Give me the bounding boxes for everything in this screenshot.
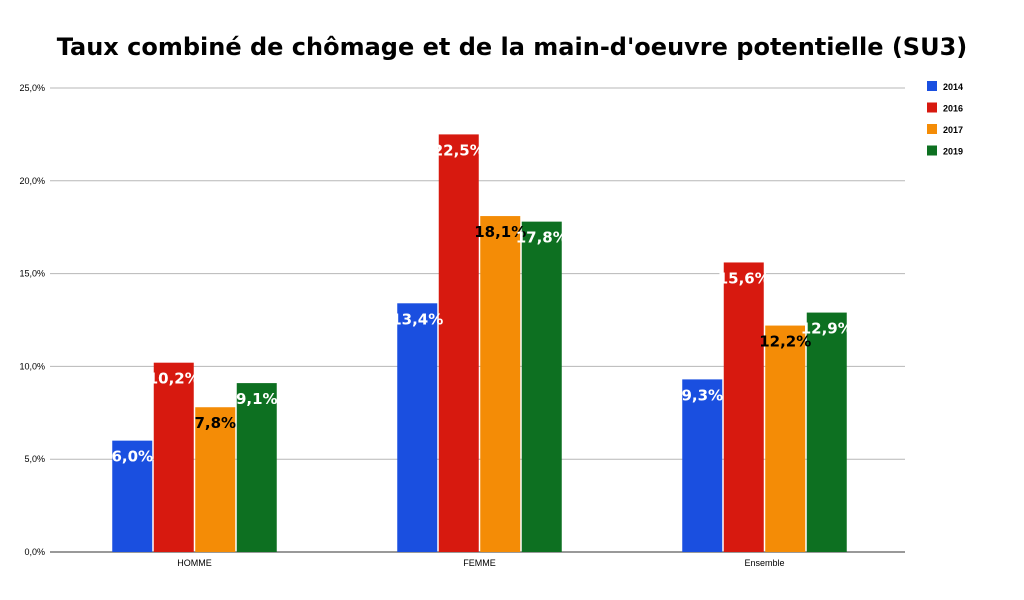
y-tick-label: 10,0% bbox=[19, 361, 45, 371]
bar-2019-homme bbox=[236, 383, 277, 552]
bar-2017-homme bbox=[195, 407, 236, 552]
legend-swatch-2014 bbox=[927, 81, 937, 91]
bar-2017-femme bbox=[480, 216, 521, 552]
legend-label: 2014 bbox=[943, 82, 963, 92]
y-tick-label: 5,0% bbox=[24, 454, 45, 464]
bar-2014-homme bbox=[112, 440, 153, 552]
bars bbox=[112, 134, 847, 552]
category-label: HOMME bbox=[177, 558, 212, 568]
y-tick-label: 0,0% bbox=[24, 547, 45, 557]
chart-title: Taux combiné de chômage et de la main-d'… bbox=[57, 33, 968, 61]
category-label: Ensemble bbox=[744, 558, 784, 568]
category-label: FEMME bbox=[463, 558, 496, 568]
data-label: 9,1% bbox=[236, 390, 278, 408]
data-label: 18,1% bbox=[474, 223, 526, 241]
bar-2019-femme bbox=[521, 221, 562, 552]
bar-2017-ensemble bbox=[765, 325, 806, 552]
data-label: 15,6% bbox=[718, 269, 770, 287]
bar-2014-ensemble bbox=[682, 379, 723, 552]
legend-swatch-2016 bbox=[927, 102, 937, 113]
bar-2016-femme bbox=[438, 134, 479, 552]
y-axis-ticks: 0,0% 5,0% 10,0% 15,0% 20,0% 25,0% bbox=[19, 83, 45, 557]
legend-label: 2019 bbox=[943, 147, 963, 157]
bar-2016-homme bbox=[153, 362, 194, 552]
data-label: 12,2% bbox=[759, 333, 811, 351]
data-labels: 6,0% 10,2% 7,8%9,1% 13,4% 22,5% 18,1%17,8% 9,3… bbox=[111, 141, 852, 465]
data-label: 7,8% bbox=[194, 414, 236, 432]
legend-swatch-2019 bbox=[927, 145, 937, 156]
legend-swatch-2017 bbox=[927, 124, 937, 134]
bar-2016-ensemble bbox=[723, 262, 764, 552]
bar-2019-ensemble bbox=[806, 312, 847, 552]
legend-label: 2016 bbox=[943, 104, 963, 114]
bar-2014-femme bbox=[397, 303, 438, 552]
y-tick-label: 15,0% bbox=[19, 269, 45, 279]
y-tick-label: 25,0% bbox=[19, 83, 45, 93]
data-label: 22,5% bbox=[433, 141, 485, 159]
data-label: 13,4% bbox=[391, 310, 443, 328]
data-label: 6,0% bbox=[111, 448, 153, 466]
legend-label: 2017 bbox=[943, 125, 963, 135]
legend: 2014 2016 2017 2019 bbox=[927, 81, 963, 157]
data-label: 9,3% bbox=[681, 386, 723, 404]
data-label: 17,8% bbox=[516, 229, 568, 247]
data-label: 12,9% bbox=[801, 320, 853, 338]
y-tick-label: 20,0% bbox=[19, 176, 45, 186]
x-axis-categories: HOMME FEMME Ensemble bbox=[177, 558, 784, 568]
data-label: 10,2% bbox=[148, 370, 200, 388]
